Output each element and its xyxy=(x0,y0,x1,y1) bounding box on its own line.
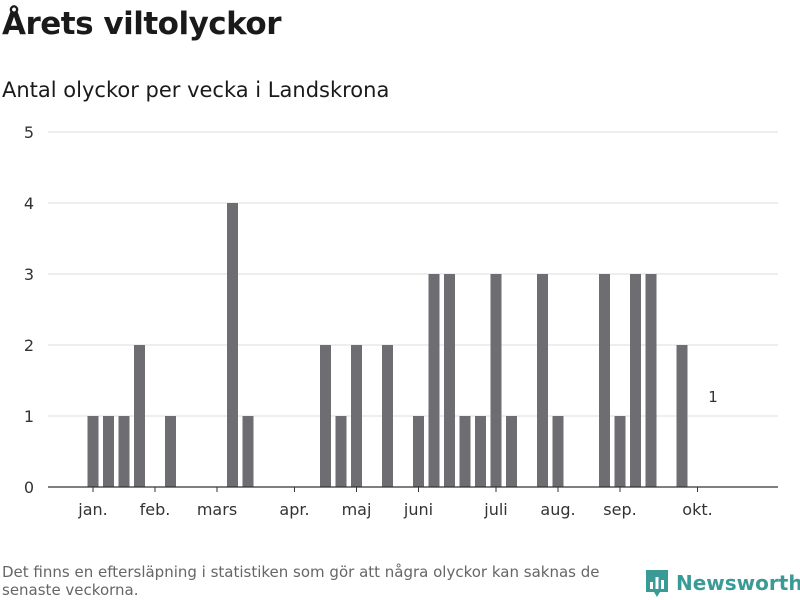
bar xyxy=(614,416,626,487)
brand-name: Newsworthy xyxy=(676,571,800,595)
x-axis: jan. feb. mars apr. maj juni juli aug. sep. okt. xyxy=(48,486,778,519)
x-tick-label: aug. xyxy=(540,500,575,519)
bar xyxy=(227,203,238,487)
bar xyxy=(118,416,130,487)
bar xyxy=(134,345,145,487)
x-tick-label: maj xyxy=(342,500,372,519)
y-tick-label: 0 xyxy=(24,478,34,497)
y-tick-label: 5 xyxy=(24,123,34,142)
bar xyxy=(475,416,486,487)
bars xyxy=(87,203,688,487)
x-tick-label: feb. xyxy=(140,500,171,519)
bar xyxy=(444,274,455,487)
bar-chart: 0 1 2 3 4 5 jan. feb. mars apr. maj juni juli aug. se… xyxy=(24,123,778,519)
x-tick-label: mars xyxy=(197,500,237,519)
chart-subtitle: Antal olyckor per vecka i Landskrona xyxy=(2,78,390,102)
newsworthy-logo-icon xyxy=(646,570,668,597)
bar xyxy=(552,416,564,487)
y-axis-ticks: 0 1 2 3 4 5 xyxy=(24,123,34,497)
data-label: 1 xyxy=(708,388,718,406)
bar xyxy=(103,416,114,487)
data-labels: 1 xyxy=(708,388,718,406)
bar xyxy=(645,274,657,487)
bar xyxy=(165,416,176,487)
x-tick-label: juni xyxy=(403,500,433,519)
footnote: Det finns en eftersläpning i statistiken… xyxy=(2,563,600,599)
y-tick-label: 2 xyxy=(24,336,34,355)
brand-logo: Newsworthy xyxy=(644,568,800,598)
bar xyxy=(351,345,362,487)
y-tick-label: 3 xyxy=(24,265,34,284)
bar xyxy=(459,416,471,487)
bar xyxy=(382,345,393,487)
gridlines xyxy=(48,131,778,417)
bar xyxy=(413,416,424,487)
chart-title: Årets viltolyckor xyxy=(2,6,282,42)
x-tick-label: apr. xyxy=(279,500,309,519)
x-tick-label: okt. xyxy=(682,500,712,519)
bar xyxy=(87,416,99,487)
bar xyxy=(242,416,254,487)
x-tick-label: juli xyxy=(483,500,507,519)
bar xyxy=(490,274,502,487)
bar xyxy=(506,416,517,487)
bar xyxy=(335,416,347,487)
y-tick-label: 1 xyxy=(24,407,34,426)
bar xyxy=(428,274,440,487)
bar xyxy=(676,345,688,487)
bar xyxy=(630,274,641,487)
bar xyxy=(320,345,331,487)
y-tick-label: 4 xyxy=(24,194,34,213)
bar xyxy=(537,274,548,487)
x-tick-label: jan. xyxy=(77,500,107,519)
bar xyxy=(599,274,610,487)
x-tick-label: sep. xyxy=(603,500,636,519)
